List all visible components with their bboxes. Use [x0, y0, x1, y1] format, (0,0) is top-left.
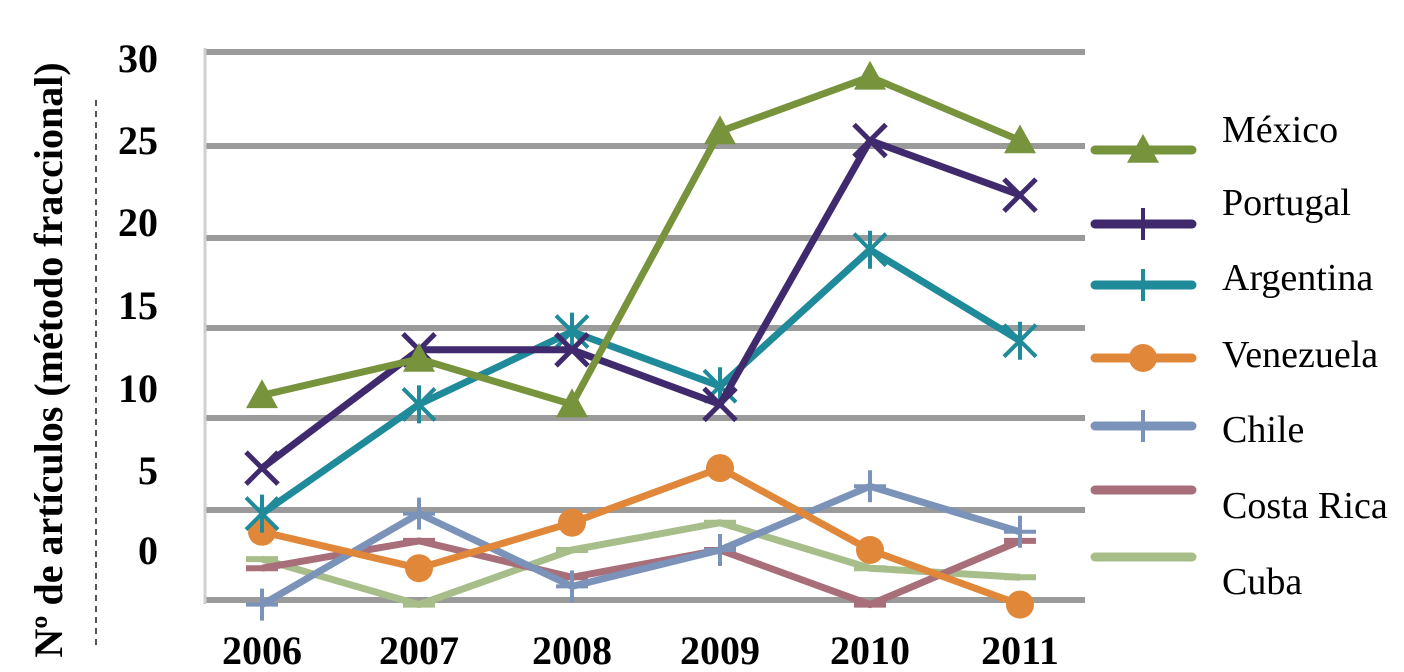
series-méxico: [246, 60, 1036, 418]
series-line: [259, 137, 1022, 471]
series-cuba: [246, 519, 1036, 609]
data-point: [1004, 515, 1036, 548]
series-lines: [244, 60, 1038, 621]
legend-item: Cuba: [1090, 552, 1302, 603]
series-line: [261, 519, 1021, 609]
data-point: [702, 386, 738, 423]
data-point: [1002, 177, 1038, 213]
x-tick-label: 2007: [379, 628, 459, 672]
y-tick-label: 5: [138, 448, 158, 493]
data-point: [706, 454, 734, 483]
y-tick-labels: 0 5 10 15 20 25 30: [118, 36, 158, 573]
data-point: [856, 536, 884, 564]
legend-item: Venezuela: [1090, 334, 1378, 376]
x-tick-label: 2006: [222, 628, 302, 672]
legend-marker: [1127, 269, 1159, 301]
data-point: [403, 497, 435, 530]
series-chile: [246, 470, 1036, 621]
legend-marker: [1127, 208, 1159, 240]
data-point: [1004, 124, 1036, 154]
series-line: [261, 537, 1022, 609]
legend-label: Costa Rica: [1222, 485, 1388, 527]
data-point: [554, 312, 590, 351]
legend-item: Argentina: [1090, 257, 1373, 301]
legend-label: Chile: [1222, 409, 1304, 451]
x-tick-label: 2009: [680, 628, 760, 672]
legend-marker: [1127, 410, 1159, 442]
data-point: [854, 60, 886, 90]
data-point: [401, 385, 437, 424]
legend-label: Portugal: [1222, 182, 1351, 224]
data-point: [405, 554, 433, 583]
y-tick-label: 25: [118, 118, 158, 163]
x-tick-label: 2010: [830, 628, 910, 672]
legend-label: México: [1222, 109, 1338, 151]
data-point: [1006, 590, 1034, 619]
data-point: [854, 470, 886, 503]
y-tick-label: 20: [118, 200, 158, 245]
data-point: [246, 379, 278, 409]
series-venezuela: [248, 454, 1034, 619]
y-tick-label: 15: [118, 283, 158, 328]
y-tick-label: 10: [118, 366, 158, 411]
y-axis-label: Nº de artículos (método fraccional): [26, 62, 71, 657]
data-point: [852, 230, 888, 269]
x-tick-label: 2008: [532, 628, 612, 672]
series-line: [260, 482, 1022, 608]
legend-label: Argentina: [1222, 257, 1373, 299]
data-point: [1002, 321, 1038, 360]
x-tick-labels: 2006 2007 2008 2009 2010 2011: [222, 628, 1059, 672]
y-tick-label: 30: [118, 36, 158, 81]
y-tick-label: 0: [138, 528, 158, 573]
series-argentina: [244, 230, 1038, 533]
data-point: [704, 534, 736, 566]
legend-item: Chile: [1090, 409, 1304, 451]
series-line: [260, 246, 1022, 517]
legend-marker: [1129, 344, 1157, 372]
data-point: [704, 115, 736, 145]
legend-marker: [1127, 134, 1159, 163]
data-point: [244, 494, 280, 533]
x-tick-label: 2011: [981, 628, 1059, 672]
legend-item: Costa Rica: [1090, 485, 1388, 527]
legend: México Portugal Argentina Venezuela Chile Cos…: [1090, 109, 1388, 603]
data-point: [556, 570, 588, 603]
series-portugal: [244, 122, 1038, 486]
data-point: [558, 508, 586, 537]
series-line: [261, 464, 1022, 608]
legend-item: México: [1090, 109, 1338, 163]
data-point: [244, 450, 280, 486]
data-point: [246, 588, 278, 621]
gridlines: [203, 48, 1085, 604]
data-point: [852, 122, 888, 159]
legend-item: Portugal: [1090, 182, 1351, 240]
series-line: [261, 73, 1022, 408]
legend-label: Venezuela: [1222, 334, 1378, 376]
data-point: [556, 388, 588, 418]
data-point: [403, 342, 435, 372]
data-point: [554, 332, 590, 368]
legend-label: Cuba: [1222, 561, 1302, 603]
